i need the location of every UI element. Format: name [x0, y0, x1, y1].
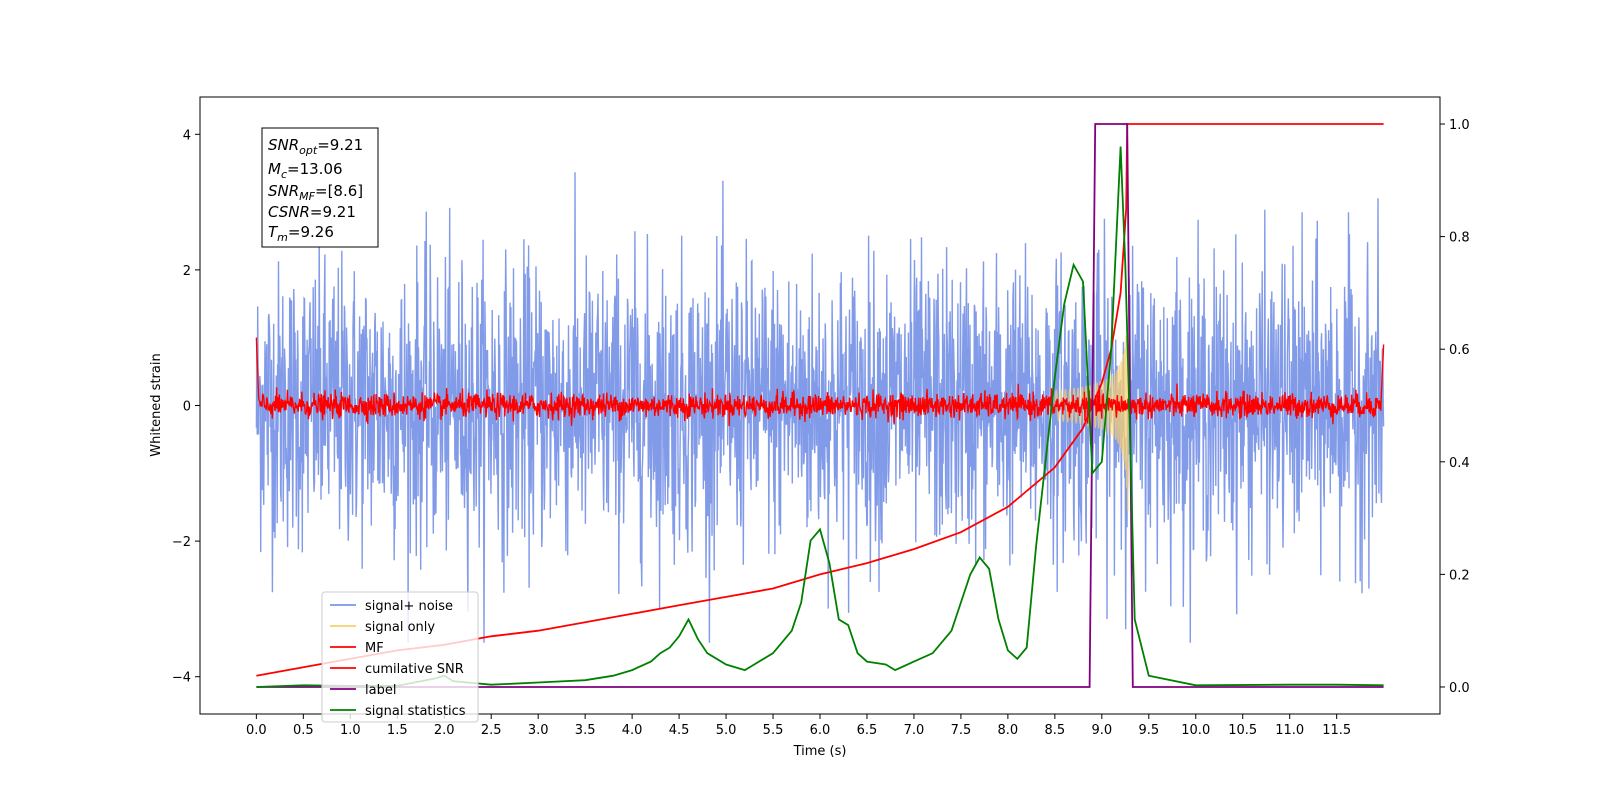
y-tick-label: −4	[172, 671, 191, 686]
x-tick-label: 10.5	[1228, 723, 1257, 738]
annotation-snr-mf: SNRMF=[8.6]	[268, 182, 363, 203]
x-tick-label: 5.0	[716, 723, 737, 738]
y-tick-label: 2	[183, 264, 191, 279]
annotation-snr-opt: SNRopt=9.21	[268, 136, 363, 157]
series-mf-line	[255, 337, 1385, 427]
x-tick-label: 8.0	[998, 723, 1019, 738]
x-tick-label: 7.0	[904, 723, 925, 738]
legend-entry-label: label	[365, 683, 396, 698]
x-tick-label: 3.5	[575, 723, 596, 738]
x-tick-label: 8.5	[1045, 723, 1066, 738]
y2-tick-label: 0.4	[1449, 456, 1470, 471]
x-tick-label: 0.5	[293, 723, 314, 738]
x-tick-label: 1.5	[387, 723, 408, 738]
y-tick-label: −2	[172, 535, 191, 550]
x-tick-label: 1.0	[340, 723, 361, 738]
series-label-line	[256, 123, 1384, 688]
legend-entry-label: signal+ noise	[365, 599, 453, 614]
x-tick-label: 2.0	[434, 723, 455, 738]
y-tick-label: 0	[183, 400, 191, 415]
y-axis-label: Whitened strain	[149, 353, 164, 456]
y2-tick-label: 1.0	[1449, 118, 1470, 133]
x-tick-label: 7.5	[951, 723, 972, 738]
x-tick-label: 11.0	[1275, 723, 1304, 738]
legend-entry-label: cumilative SNR	[365, 662, 464, 677]
y-tick-label: 4	[183, 128, 191, 143]
x-axis-label: Time (s)	[793, 744, 847, 759]
legend-frame	[321, 591, 479, 723]
x-tick-label: 9.0	[1091, 723, 1112, 738]
x-tick-label: 2.5	[481, 723, 502, 738]
x-tick-label: 5.5	[763, 723, 784, 738]
y2-tick-label: 0.8	[1449, 231, 1470, 246]
annotation-box: SNRopt=9.21 Mc=13.06 SNRMF=[8.6] CSNR=9.…	[261, 127, 379, 248]
x-tick-label: 6.5	[857, 723, 878, 738]
series-signal-statistics-line	[256, 146, 1384, 688]
x-tick-label: 4.0	[622, 723, 643, 738]
x-tick-label: 10.0	[1181, 723, 1210, 738]
annotation-frame	[261, 127, 379, 248]
x-tick-label: 11.5	[1322, 723, 1351, 738]
legend: signal+ noise signal only MF cumilative SNR…	[321, 591, 479, 723]
y2-tick-label: 0.2	[1449, 568, 1470, 583]
x-tick-label: 0.0	[246, 723, 267, 738]
series-signal-noise-line	[255, 172, 1385, 643]
x-axis: 0.0 0.5 1.0 1.5 2.0 2.5 3.0 3.5 4.0 4.5 5.0 5.5 6.0 6…	[246, 714, 1351, 738]
x-tick-label: 4.5	[669, 723, 690, 738]
x-tick-label: 3.0	[528, 723, 549, 738]
annotation-mc: Mc=13.06	[268, 160, 343, 181]
x-tick-label: 9.5	[1138, 723, 1159, 738]
legend-entry-label: signal statistics	[365, 704, 466, 719]
annotation-tm: Tm=9.26	[268, 223, 334, 244]
x-tick-label: 6.0	[810, 723, 831, 738]
y-axis-right: 1.0 0.8 0.6 0.4 0.2 0.0	[1440, 118, 1470, 696]
legend-entry-label: signal only	[365, 620, 435, 635]
y-axis-left: 4 2 0 −2 −4	[172, 128, 200, 686]
y2-tick-label: 0.6	[1449, 343, 1470, 358]
annotation-csnr: CSNR=9.21	[268, 203, 356, 221]
y2-tick-label: 0.0	[1449, 681, 1470, 696]
legend-entry-label: MF	[365, 641, 384, 656]
